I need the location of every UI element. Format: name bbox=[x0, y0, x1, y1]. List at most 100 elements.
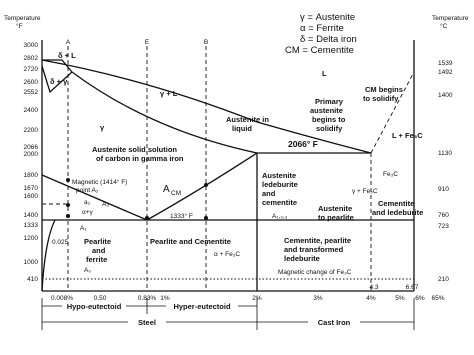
bottom-tick-label: 65% bbox=[431, 295, 444, 302]
left-tick-label: 1200 bbox=[24, 235, 39, 242]
bottom-tick-label: 0.008% bbox=[51, 295, 73, 302]
region-label: δ + γ bbox=[50, 77, 68, 86]
region-label: a₂ bbox=[84, 199, 91, 206]
alpha-solvus bbox=[41, 219, 56, 292]
region-label: and ledeburite bbox=[372, 208, 423, 217]
region-label: Pearlite bbox=[84, 237, 111, 246]
right-tick-label: 1400 bbox=[438, 92, 453, 99]
point bbox=[204, 216, 208, 220]
region-label: γ + Fe₃C bbox=[352, 188, 378, 195]
right-tick-label: 760 bbox=[438, 212, 449, 219]
legend-entry: γ = Austenite bbox=[300, 12, 355, 23]
point bbox=[66, 214, 70, 218]
footer-label: Steel bbox=[138, 318, 156, 327]
left-tick-label: 1400 bbox=[24, 212, 39, 219]
left-tick-label: 1670 bbox=[24, 185, 39, 192]
legend-entry: CM = Cementite bbox=[285, 45, 354, 56]
region-label: Austenite bbox=[318, 204, 352, 213]
bottom-extra-label: 4.3 bbox=[369, 284, 378, 291]
right-tick-label: 1492 bbox=[438, 69, 453, 76]
region-label: to solidify bbox=[363, 94, 399, 103]
solidus bbox=[71, 71, 258, 154]
region-label: Cementite bbox=[378, 199, 414, 208]
region-label: begins to bbox=[312, 115, 346, 124]
bottom-tick-label: 4% bbox=[366, 295, 376, 302]
region-label: and bbox=[92, 246, 106, 255]
left-tick-label: 2600 bbox=[24, 79, 39, 86]
footer-label: Hyper-eutectoid bbox=[173, 302, 231, 311]
left-tick-label: 2720 bbox=[24, 66, 39, 73]
region-label: δ + L bbox=[58, 51, 76, 60]
left-tick-label: 1600 bbox=[24, 193, 39, 200]
line-letter: E bbox=[145, 39, 150, 46]
legend-entry: α = Ferrite bbox=[300, 23, 344, 34]
axis-unit: °C bbox=[440, 22, 448, 30]
right-tick-label: 1130 bbox=[438, 150, 452, 157]
region-label: point A₂ bbox=[76, 187, 99, 194]
region-label: Fe₃C bbox=[383, 171, 398, 178]
region-label: Cementite, pearlite bbox=[284, 236, 351, 245]
region-label: ferrite bbox=[86, 255, 107, 264]
region-label: γ bbox=[100, 123, 105, 132]
footer-label: Hypo-eutectoid bbox=[67, 302, 122, 311]
region-label: A₁,₂,₃ bbox=[272, 213, 288, 220]
liquidus bbox=[41, 59, 372, 154]
bottom-tick-label: 0.50 bbox=[94, 295, 107, 302]
region-label: to pearlite bbox=[318, 213, 354, 222]
right-tick-label: 210 bbox=[438, 276, 449, 283]
axis-title: Temperature bbox=[432, 15, 469, 22]
bottom-extra-label: 6.67 bbox=[406, 284, 419, 291]
region-label: 2066° F bbox=[288, 139, 318, 149]
region-label: A₁ bbox=[80, 225, 87, 232]
region-label: ledeburite bbox=[262, 180, 298, 189]
region-label: CM begins bbox=[365, 85, 403, 94]
footer-gap bbox=[166, 302, 238, 311]
left-tick-label: 2802 bbox=[24, 55, 39, 62]
right-tick-label: 723 bbox=[438, 223, 449, 230]
region-label: Austenite in bbox=[226, 115, 269, 124]
left-tick-label: 2000 bbox=[24, 151, 39, 158]
left-tick-label: 2200 bbox=[24, 127, 39, 134]
legend-entry: δ = Delta iron bbox=[300, 34, 357, 45]
region-label: CM bbox=[171, 190, 181, 197]
line-letter: A bbox=[66, 39, 71, 46]
region-label: cementite bbox=[262, 198, 297, 207]
cm-liquidus bbox=[370, 71, 415, 154]
region-label: α+γ bbox=[82, 209, 94, 216]
footer-gap bbox=[308, 318, 360, 327]
region-label: α + Fe₃C bbox=[214, 251, 240, 258]
left-tick-label: 2552 bbox=[24, 89, 39, 96]
region-label: 1333° F bbox=[170, 212, 193, 220]
region-label: L + Fe₃C bbox=[392, 131, 423, 140]
bottom-tick-label: 3% bbox=[313, 295, 323, 302]
point bbox=[145, 216, 149, 220]
region-label: L bbox=[322, 69, 327, 78]
region-label: solidify bbox=[316, 124, 343, 133]
right-tick-label: 1539 bbox=[438, 60, 453, 67]
points bbox=[66, 178, 208, 220]
delta-boundary bbox=[42, 59, 73, 73]
bottom-tick-label: 6% bbox=[415, 295, 425, 302]
region-label: ledeburite bbox=[284, 254, 320, 263]
left-tick-label: 2066 bbox=[24, 144, 39, 151]
region-label: Magnetic (1414° F) bbox=[72, 178, 127, 186]
region-label: liquid bbox=[232, 124, 252, 133]
left-tick-label: 410 bbox=[27, 276, 38, 283]
region-label: Austenite solid solution bbox=[92, 145, 177, 154]
line-letter: B bbox=[204, 39, 208, 46]
delta-gamma-boundary bbox=[41, 65, 73, 94]
point bbox=[66, 178, 70, 182]
region-label: A bbox=[163, 184, 170, 195]
region-label: and bbox=[262, 189, 276, 198]
left-tick-label: 1333 bbox=[24, 222, 39, 229]
region-label: and transformed bbox=[284, 245, 344, 254]
region-label: austenite bbox=[310, 106, 343, 115]
point bbox=[66, 203, 70, 207]
region-label: A₃ bbox=[102, 201, 109, 208]
left-tick-label: 1800 bbox=[24, 172, 39, 179]
region-label: of carbon in gamma iron bbox=[96, 154, 184, 163]
footer-gap bbox=[128, 318, 166, 327]
region-label: Pearlite and Cementite bbox=[150, 237, 231, 246]
left-tick-label: 2400 bbox=[24, 107, 39, 114]
